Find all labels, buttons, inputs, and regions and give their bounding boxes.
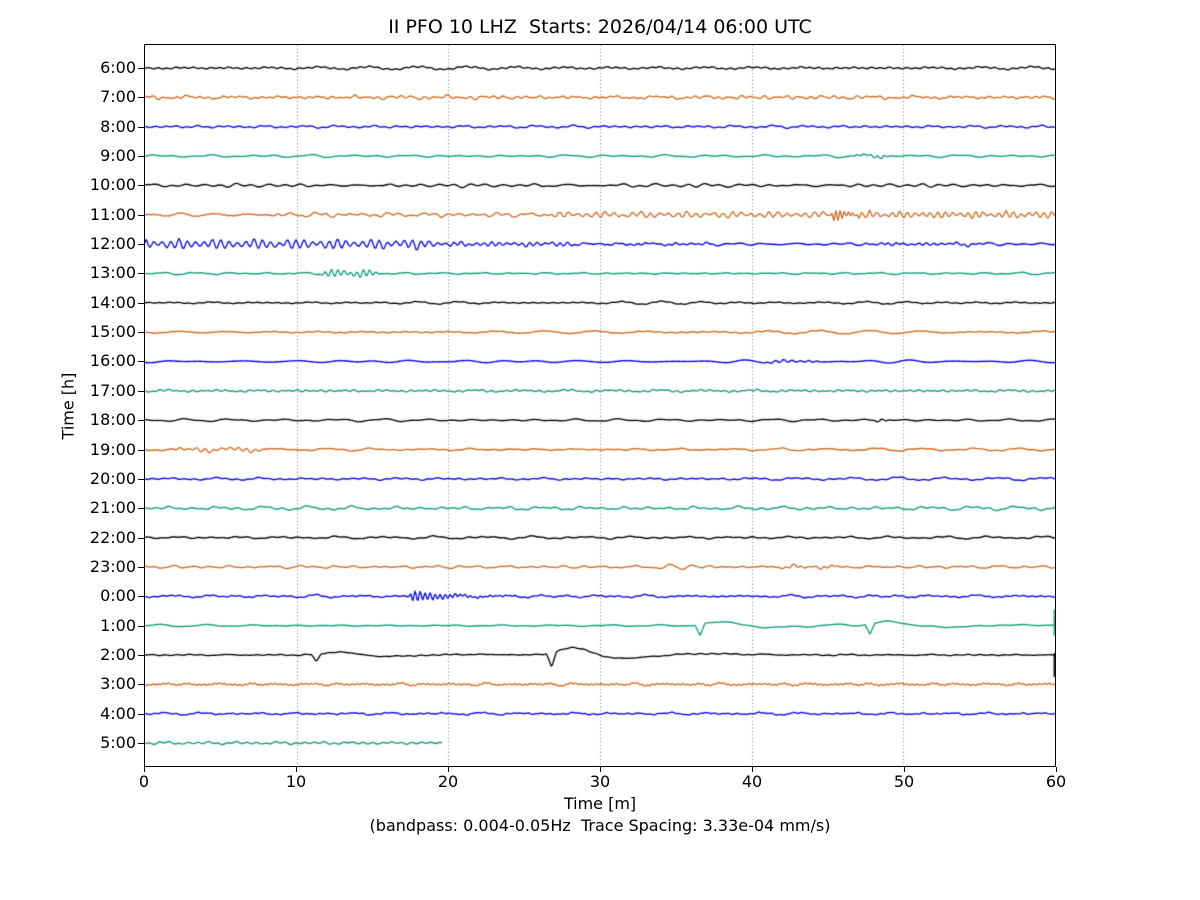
y-tick-mark <box>138 390 144 392</box>
y-tick-label: 6:00 <box>100 58 136 77</box>
y-tick-label: 23:00 <box>89 556 136 576</box>
y-tick-mark <box>138 126 144 128</box>
y-tick-mark <box>138 537 144 539</box>
x-tick-mark <box>752 767 753 772</box>
y-tick-label: 12:00 <box>89 234 136 254</box>
y-tick-label: 10:00 <box>89 175 136 195</box>
y-tick-label: 0:00 <box>100 586 136 606</box>
y-tick-mark <box>138 302 144 304</box>
y-tick-label: 21:00 <box>89 498 136 518</box>
chart-title: II PFO 10 LHZ Starts: 2026/04/14 06:00 U… <box>388 16 812 38</box>
x-tick-mark <box>144 767 145 772</box>
x-tick-mark <box>296 767 297 772</box>
trace-canvas <box>145 45 1055 766</box>
y-tick-mark <box>138 508 144 510</box>
y-tick-mark <box>138 449 144 451</box>
y-tick-label: 3:00 <box>100 674 136 694</box>
y-tick-mark <box>138 68 144 69</box>
y-tick-label: 20:00 <box>89 468 136 488</box>
y-tick-mark <box>138 743 144 744</box>
y-tick-label: 5:00 <box>100 733 136 752</box>
x-axis-label: Time [m] <box>563 794 637 813</box>
y-tick-mark <box>138 596 144 598</box>
x-tick-mark <box>904 767 905 772</box>
y-tick-label: 22:00 <box>89 527 136 547</box>
y-tick-mark <box>138 273 144 275</box>
y-tick-label: 13:00 <box>89 263 136 283</box>
y-tick-mark <box>138 625 144 627</box>
x-tick-label: 60 <box>1045 772 1067 791</box>
y-tick-label: 14:00 <box>89 292 136 312</box>
y-tick-label: 15:00 <box>89 322 136 342</box>
y-tick-mark <box>138 478 144 480</box>
caption-text: (bandpass: 0.004-0.05Hz Trace Spacing: 3… <box>369 816 831 835</box>
y-tick-label: 2:00 <box>100 644 136 664</box>
y-tick-label: 16:00 <box>89 351 136 371</box>
y-tick-mark <box>138 420 144 422</box>
y-tick-mark <box>138 713 144 715</box>
y-tick-label: 9:00 <box>100 146 136 166</box>
y-tick-mark <box>138 244 144 246</box>
y-tick-label: 1:00 <box>100 615 136 635</box>
y-tick-mark <box>138 185 144 187</box>
y-tick-mark <box>138 654 144 656</box>
y-tick-mark <box>138 97 144 99</box>
x-tick-label: 30 <box>589 772 611 791</box>
y-tick-label: 4:00 <box>100 703 136 723</box>
y-tick-mark <box>138 566 144 568</box>
y-tick-mark <box>138 214 144 216</box>
y-tick-label: 19:00 <box>89 439 136 459</box>
y-tick-label: 11:00 <box>89 204 136 224</box>
y-tick-label: 7:00 <box>100 87 136 107</box>
x-tick-label: 50 <box>893 772 915 791</box>
y-tick-mark <box>138 684 144 686</box>
y-tick-label: 8:00 <box>100 116 136 136</box>
plot-area <box>144 44 1056 767</box>
y-tick-label: 17:00 <box>89 380 136 400</box>
y-tick-mark <box>138 156 144 158</box>
x-tick-label: 0 <box>138 772 150 791</box>
x-tick-label: 40 <box>741 772 763 791</box>
x-tick-mark <box>1056 767 1057 772</box>
y-tick-mark <box>138 332 144 334</box>
y-tick-label: 18:00 <box>89 410 136 430</box>
y-tick-mark <box>138 361 144 363</box>
x-tick-label: 10 <box>285 772 307 791</box>
x-tick-mark <box>600 767 601 772</box>
x-tick-mark <box>448 767 449 772</box>
x-tick-label: 20 <box>437 772 459 791</box>
